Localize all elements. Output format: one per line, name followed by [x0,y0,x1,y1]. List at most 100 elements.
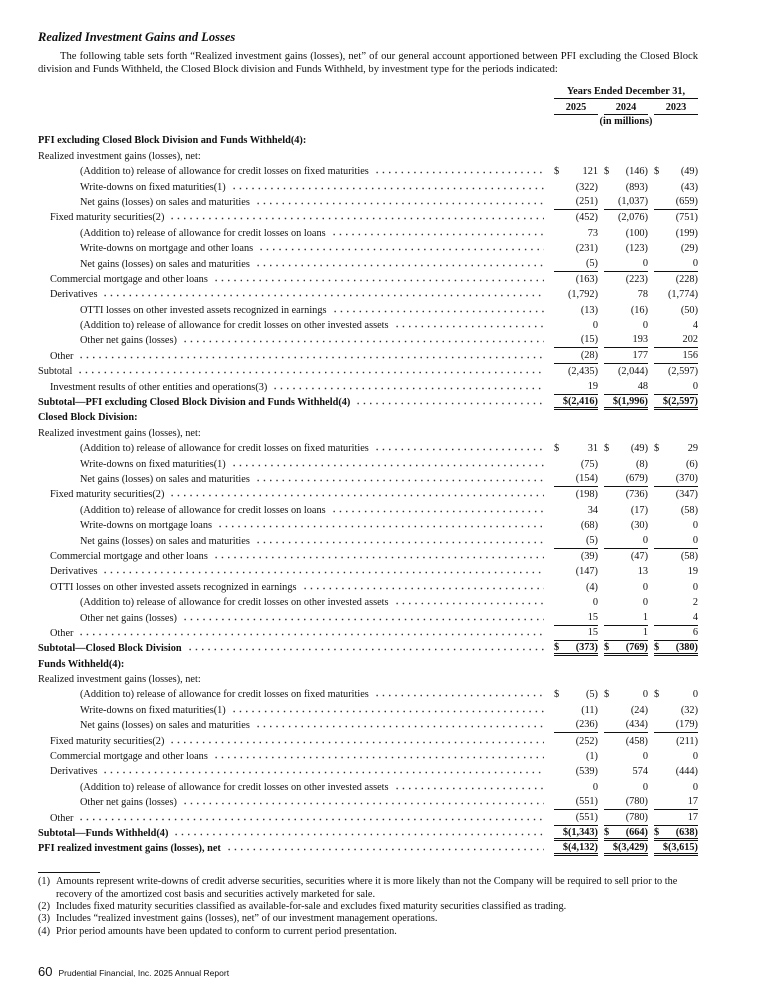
value-cell: 0 [554,597,598,610]
row-label: Subtotal [38,366,73,378]
value-cell: (751) [654,212,698,225]
table-row: PFI realized investment gains (losses), … [38,841,698,857]
row-label-cell: OTTI losses on other invested assets rec… [38,304,548,318]
dot-leader [173,827,544,836]
value: (11) [581,704,598,716]
footnote-rule [38,872,100,874]
table-row: Realized investment gains (losses), net: [38,148,698,163]
dot-leader [230,458,544,467]
value: (58) [680,504,698,516]
table-row: (Addition to) release of allowance for c… [38,225,698,240]
value: (47) [630,550,648,562]
row-label: Realized investment gains (losses), net: [38,427,201,439]
table-row: Write-downs on fixed maturities(1) (11) (2… [38,702,698,717]
row-label-cell: Write-downs on mortgage loans [38,520,548,533]
dot-leader [393,597,544,606]
value: (198) [575,489,598,501]
section-title: Realized Investment Gains and Losses [38,30,236,44]
value: (179) [675,719,698,731]
table-row: Fixed maturity securities(2) (252) (458) (2… [38,733,698,748]
value: 193 [632,334,648,346]
value-cell: (147) [554,566,598,579]
row-label-cell: Realized investment gains (losses), net: [38,674,698,687]
table-row: (Addition to) release of allowance for c… [38,502,698,517]
value: 2 [692,597,698,609]
value: (146) [625,166,648,178]
row-label-cell: Other [38,812,548,826]
value: $(4,132) [562,842,598,854]
row-label: Other net gains (losses) [80,797,177,809]
row-label-cell: Subtotal—PFI excluding Closed Block Divi… [38,397,548,410]
value-cell: (551) [554,796,598,811]
value-cell: 2 [654,597,698,610]
value-cell: (659) [654,196,698,210]
currency-sign: $ [554,166,560,178]
value-cell: 78 [604,289,648,302]
row-label: Realized investment gains (losses), net: [38,150,201,162]
value-cell: 0 [604,582,648,595]
row-label: Subtotal—Closed Block Division [38,643,182,655]
value-cell: (228) [654,274,698,287]
value: (458) [625,735,648,747]
row-label-cell: Net gains (losses) on sales and maturiti… [38,258,548,272]
table-row: Derivatives (539) 574 (444) [38,764,698,779]
value: (49) [630,443,648,455]
row-label: OTTI losses on other invested assets rec… [80,304,327,316]
value: 0 [692,751,698,763]
value-cell: (1) [554,751,598,764]
row-label: Other [50,627,74,639]
row-label: (Addition to) release of allowance for c… [80,443,369,455]
year-header: 2024 [604,99,648,115]
value-cell: 73 [554,228,598,241]
value: (551) [575,796,598,808]
value-cell: $(1,996) [604,396,648,411]
row-label: (Addition to) release of allowance for c… [80,166,369,178]
table-row: OTTI losses on other invested assets rec… [38,302,698,317]
table-row: Net gains (losses) on sales and maturiti… [38,533,698,549]
value-cell: 4 [654,612,698,626]
value: (551) [575,811,598,823]
row-label: Commercial mortgage and other loans [50,273,208,285]
row-label: Net gains (losses) on sales and maturiti… [80,196,250,208]
value: (147) [575,566,598,578]
value-cell: $ (373) [554,642,598,657]
value-cell: (736) [604,489,648,502]
row-label: Investment results of other entities and… [50,381,268,393]
value: 0 [642,689,648,701]
row-label-cell: Write-downs on mortgage and other loans [38,243,548,256]
dot-leader [169,489,544,498]
value-cell: (458) [604,736,648,749]
footnote-mark: (3) [38,913,51,925]
value: 0 [642,581,648,593]
value-cell: (444) [654,766,698,779]
currency-sign: $ [654,826,660,838]
row-label-cell: Funds Withheld(4): [38,659,698,672]
row-label-cell: (Addition to) release of allowance for c… [38,504,548,518]
value: 4 [692,320,698,332]
value: (2,044) [617,366,648,378]
value-cell: 0 [604,320,648,333]
value-cell: 0 [604,535,648,549]
row-label: (Addition to) release of allowance for c… [80,689,369,701]
row-label-cell: Realized investment gains (losses), net: [38,151,698,164]
value: 0 [592,320,598,332]
value-cell: (211) [654,736,698,749]
row-label-cell: Write-downs on fixed maturities(1) [38,704,548,718]
value-cell: 0 [654,381,698,395]
value-cell: (2,597) [654,366,698,379]
table-row: Net gains (losses) on sales and maturiti… [38,718,698,734]
value: (1,037) [617,195,648,207]
row-label-cell: Write-downs on fixed maturities(1) [38,181,548,195]
value: (2,435) [567,366,598,378]
value: 13 [637,566,648,578]
value-cell: (24) [604,705,648,718]
table-row: Write-downs on fixed maturities(1) (75) (8… [38,456,698,471]
row-label-cell: Realized investment gains (losses), net: [38,428,698,441]
footnote: (1) Amounts represent write-downs of cred… [38,876,698,901]
value-cell: (434) [604,719,648,734]
value: (780) [625,811,648,823]
row-label: Other net gains (losses) [80,612,177,624]
value-cell: (11) [554,705,598,718]
dot-leader [78,627,544,636]
table-row: Other net gains (losses) (15) 193 202 [38,333,698,349]
